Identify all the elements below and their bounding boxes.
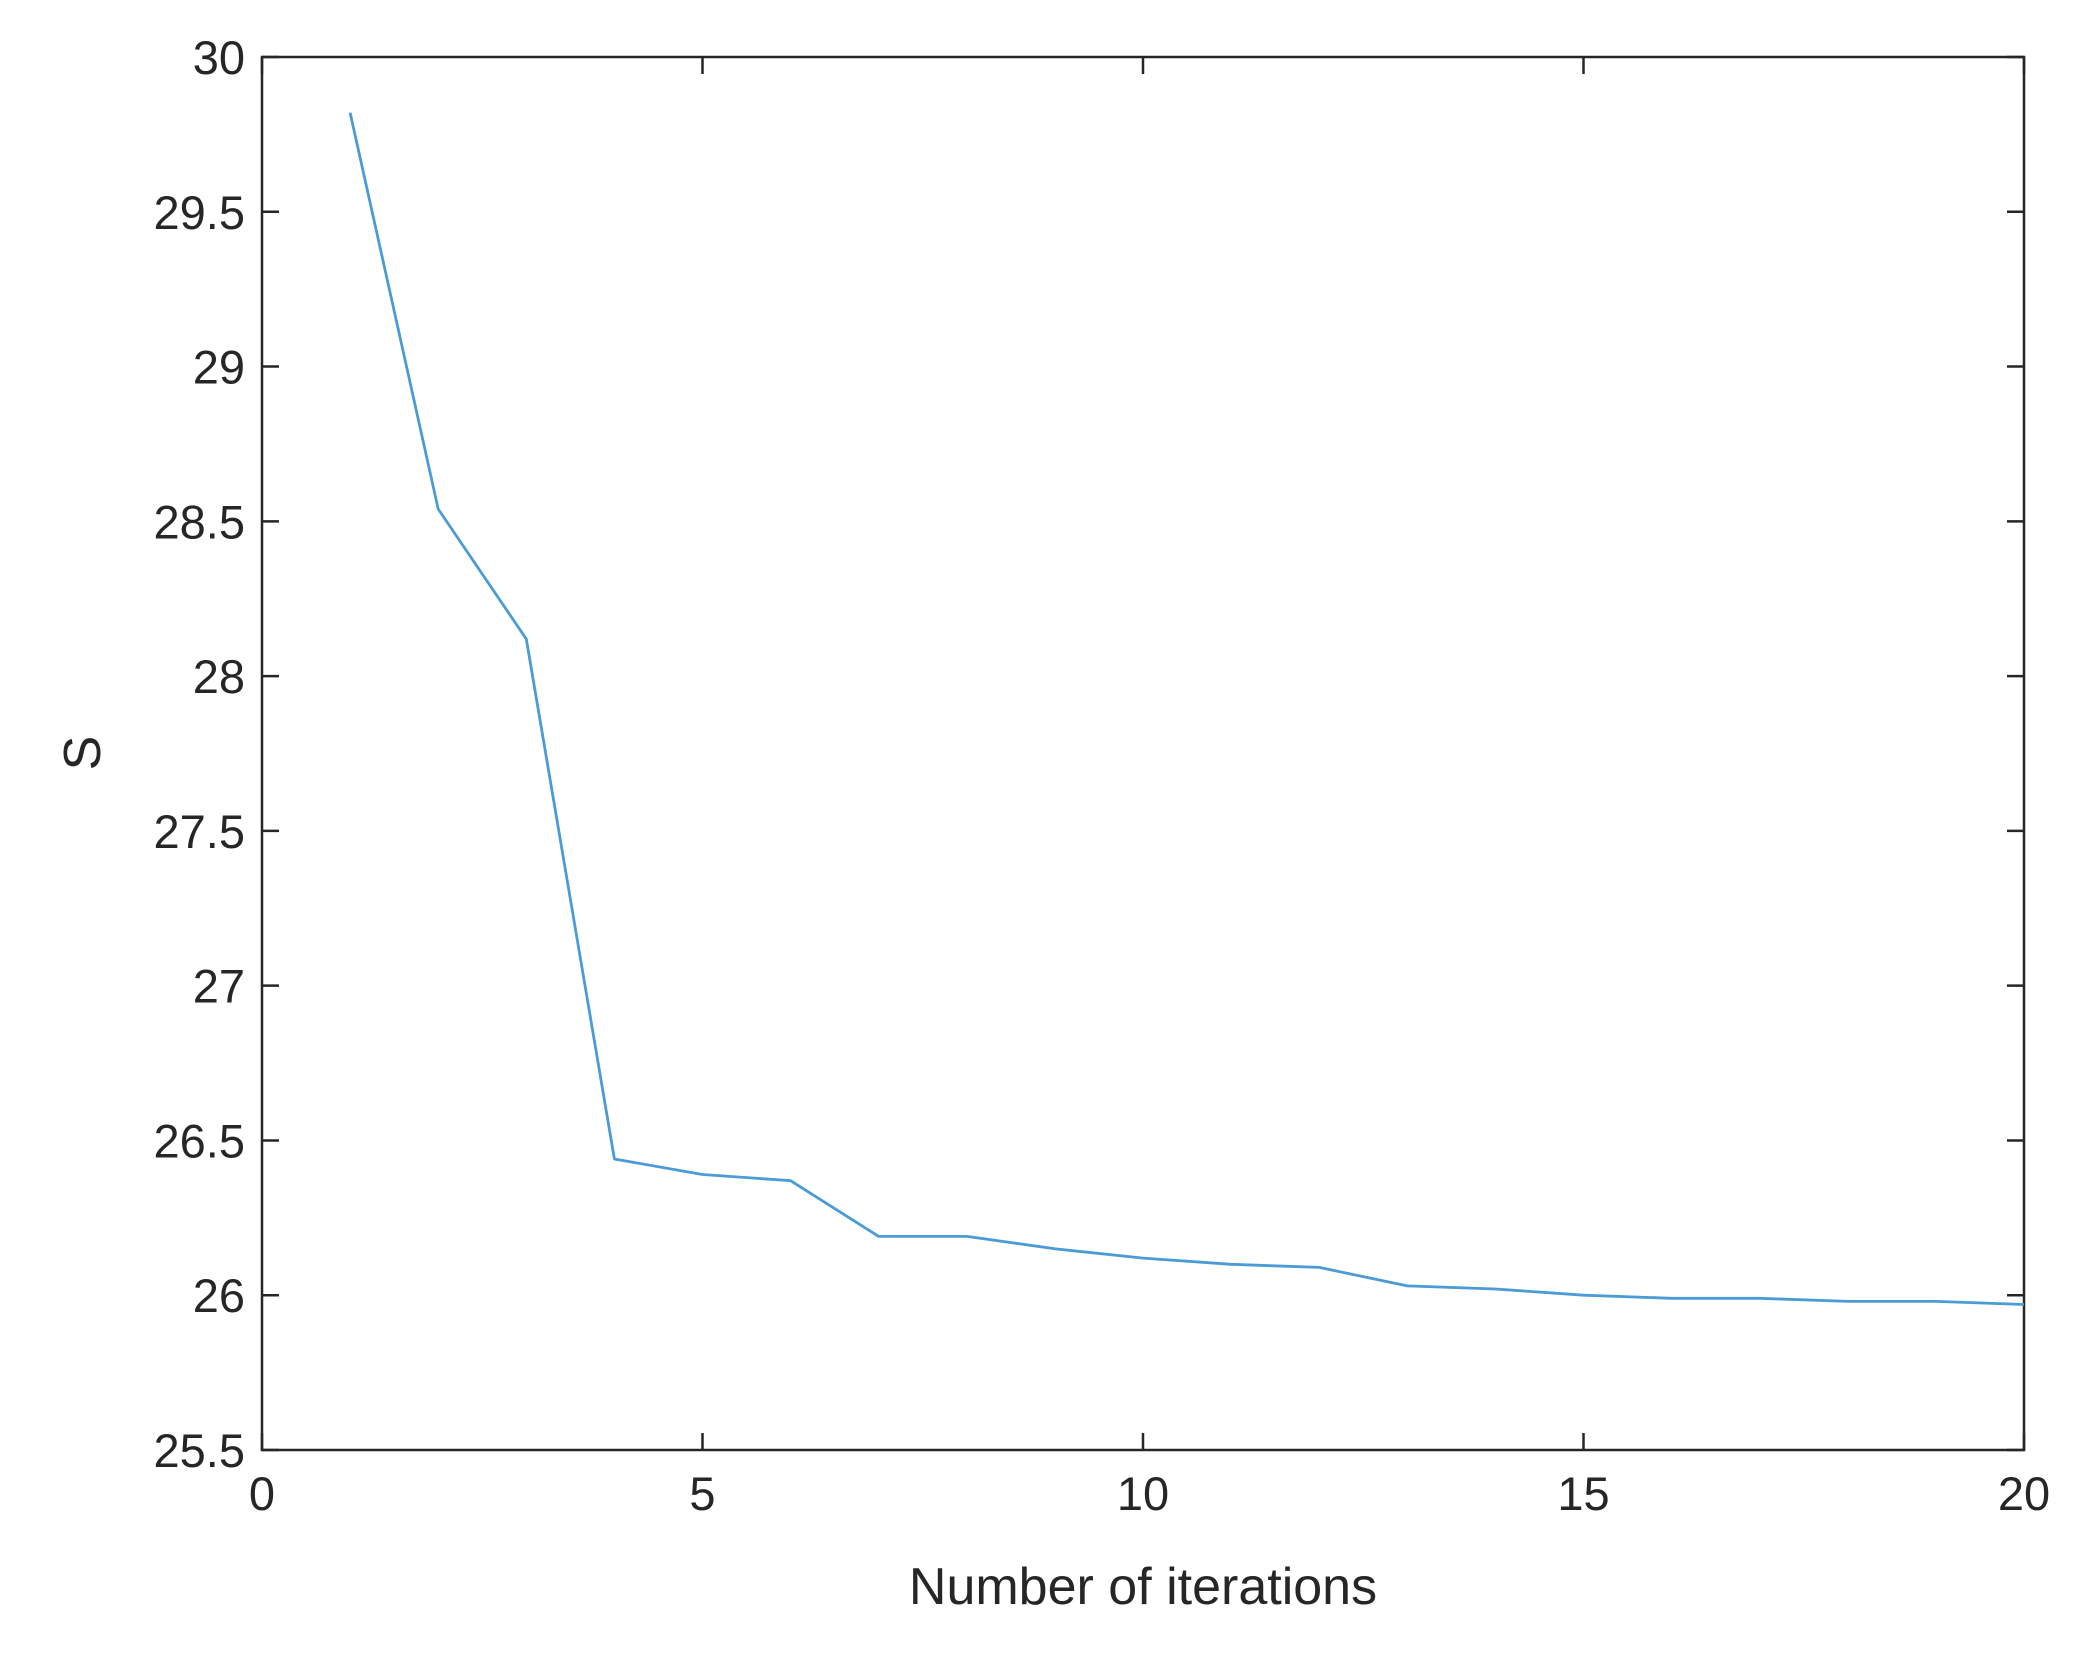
- y-tick-label: 26: [193, 1269, 245, 1322]
- y-tick-label: 28: [193, 650, 245, 703]
- y-tick-label: 26.5: [154, 1114, 245, 1167]
- y-axis-label: S: [54, 736, 112, 771]
- y-tick-label: 30: [193, 31, 245, 84]
- x-tick-label: 10: [1117, 1467, 1169, 1520]
- series-layer: [348, 112, 2025, 1306]
- x-tick-label: 15: [1557, 1467, 1609, 1520]
- y-tick-label: 29.5: [154, 186, 245, 239]
- plot-area: [260, 55, 2026, 1452]
- x-axis-label: Number of iterations: [909, 1558, 1377, 1616]
- x-axis-ticks: 0 5 10 15 20: [249, 57, 2050, 1520]
- x-tick-label: 20: [1998, 1467, 2050, 1520]
- y-axis-ticks: 25.5 26 26.5 27 27.5 28 28.5 29 29.5 30: [154, 31, 2024, 1477]
- y-tick-label: 25.5: [154, 1424, 245, 1477]
- y-tick-label: 28.5: [154, 495, 245, 548]
- series-line: [348, 112, 2025, 1306]
- y-tick-label: 29: [193, 341, 245, 394]
- y-tick-label: 27: [193, 960, 245, 1013]
- x-tick-label: 5: [689, 1467, 715, 1520]
- y-tick-label: 27.5: [154, 805, 245, 858]
- x-tick-label: 0: [249, 1467, 275, 1520]
